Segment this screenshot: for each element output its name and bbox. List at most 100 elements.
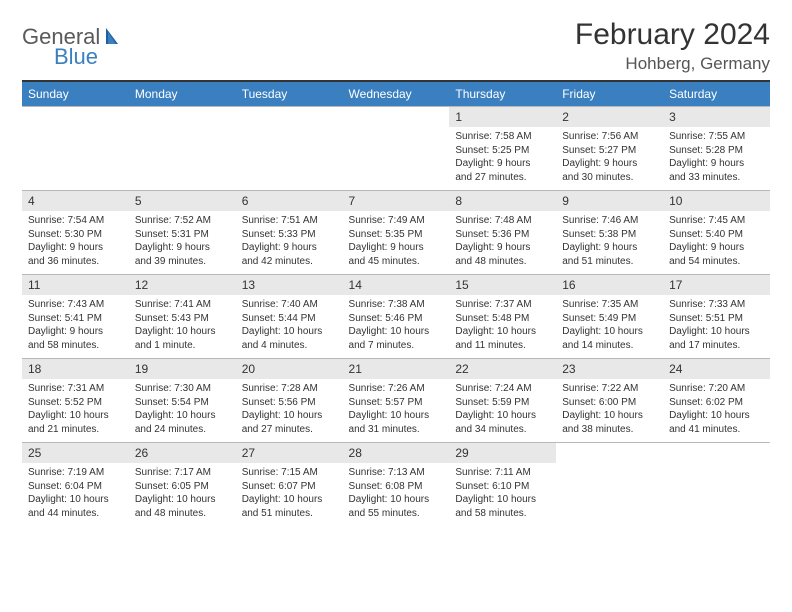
sunset-line: Sunset: 5:57 PM <box>349 396 444 410</box>
day-details: Sunrise: 7:15 AMSunset: 6:07 PMDaylight:… <box>236 463 343 526</box>
daylight-line1: Daylight: 9 hours <box>669 241 764 255</box>
sunset-line: Sunset: 5:59 PM <box>455 396 550 410</box>
daylight-line2: and 4 minutes. <box>242 339 337 353</box>
day-number: 17 <box>663 274 770 295</box>
sunset-line: Sunset: 5:54 PM <box>135 396 230 410</box>
daylight-line1: Daylight: 10 hours <box>349 493 444 507</box>
header: General Blue February 2024 Hohberg, Germ… <box>22 18 770 74</box>
calendar-day-cell: 7Sunrise: 7:49 AMSunset: 5:35 PMDaylight… <box>343 190 450 274</box>
daylight-line2: and 30 minutes. <box>562 171 657 185</box>
calendar-day-cell: 26Sunrise: 7:17 AMSunset: 6:05 PMDayligh… <box>129 442 236 526</box>
calendar-day-cell: 21Sunrise: 7:26 AMSunset: 5:57 PMDayligh… <box>343 358 450 442</box>
day-details: Sunrise: 7:22 AMSunset: 6:00 PMDaylight:… <box>556 379 663 442</box>
sunset-line: Sunset: 5:30 PM <box>28 228 123 242</box>
daylight-line2: and 27 minutes. <box>242 423 337 437</box>
daylight-line1: Daylight: 10 hours <box>669 409 764 423</box>
day-details: Sunrise: 7:33 AMSunset: 5:51 PMDaylight:… <box>663 295 770 358</box>
day-number: 1 <box>449 106 556 127</box>
sunrise-line: Sunrise: 7:40 AM <box>242 298 337 312</box>
calendar-day-cell: 27Sunrise: 7:15 AMSunset: 6:07 PMDayligh… <box>236 442 343 526</box>
daylight-line2: and 55 minutes. <box>349 507 444 521</box>
day-text-empty <box>236 125 343 175</box>
day-number: 9 <box>556 190 663 211</box>
day-details: Sunrise: 7:49 AMSunset: 5:35 PMDaylight:… <box>343 211 450 274</box>
calendar-header-row: Sunday Monday Tuesday Wednesday Thursday… <box>22 82 770 106</box>
daylight-line1: Daylight: 10 hours <box>242 325 337 339</box>
day-number: 20 <box>236 358 343 379</box>
day-number: 25 <box>22 442 129 463</box>
daylight-line1: Daylight: 10 hours <box>135 493 230 507</box>
daylight-line2: and 45 minutes. <box>349 255 444 269</box>
day-number: 12 <box>129 274 236 295</box>
title-block: February 2024 Hohberg, Germany <box>575 18 770 74</box>
col-monday: Monday <box>129 82 236 106</box>
daylight-line1: Daylight: 10 hours <box>135 409 230 423</box>
sunrise-line: Sunrise: 7:11 AM <box>455 466 550 480</box>
daylight-line2: and 21 minutes. <box>28 423 123 437</box>
daylight-line1: Daylight: 10 hours <box>455 493 550 507</box>
logo-word2: Blue <box>54 44 98 70</box>
daylight-line1: Daylight: 10 hours <box>135 325 230 339</box>
daylight-line2: and 51 minutes. <box>562 255 657 269</box>
day-number: 27 <box>236 442 343 463</box>
sunset-line: Sunset: 5:44 PM <box>242 312 337 326</box>
day-number: 11 <box>22 274 129 295</box>
daylight-line2: and 31 minutes. <box>349 423 444 437</box>
calendar-day-cell: 29Sunrise: 7:11 AMSunset: 6:10 PMDayligh… <box>449 442 556 526</box>
month-title: February 2024 <box>575 18 770 52</box>
calendar-day-cell: 20Sunrise: 7:28 AMSunset: 5:56 PMDayligh… <box>236 358 343 442</box>
sunrise-line: Sunrise: 7:15 AM <box>242 466 337 480</box>
daylight-line1: Daylight: 9 hours <box>455 157 550 171</box>
day-number: 22 <box>449 358 556 379</box>
day-number: 2 <box>556 106 663 127</box>
daylight-line2: and 11 minutes. <box>455 339 550 353</box>
daylight-line1: Daylight: 10 hours <box>242 493 337 507</box>
location-label: Hohberg, Germany <box>575 54 770 74</box>
calendar-day-cell: 19Sunrise: 7:30 AMSunset: 5:54 PMDayligh… <box>129 358 236 442</box>
daylight-line2: and 27 minutes. <box>455 171 550 185</box>
day-number-empty <box>236 106 343 125</box>
day-number: 7 <box>343 190 450 211</box>
day-number: 6 <box>236 190 343 211</box>
sunset-line: Sunset: 5:33 PM <box>242 228 337 242</box>
sunrise-line: Sunrise: 7:52 AM <box>135 214 230 228</box>
day-number: 16 <box>556 274 663 295</box>
calendar-week-row: 11Sunrise: 7:43 AMSunset: 5:41 PMDayligh… <box>22 274 770 358</box>
daylight-line2: and 38 minutes. <box>562 423 657 437</box>
day-details: Sunrise: 7:41 AMSunset: 5:43 PMDaylight:… <box>129 295 236 358</box>
calendar-day-cell: 10Sunrise: 7:45 AMSunset: 5:40 PMDayligh… <box>663 190 770 274</box>
daylight-line1: Daylight: 10 hours <box>455 409 550 423</box>
calendar-day-cell: 14Sunrise: 7:38 AMSunset: 5:46 PMDayligh… <box>343 274 450 358</box>
sunrise-line: Sunrise: 7:48 AM <box>455 214 550 228</box>
col-wednesday: Wednesday <box>343 82 450 106</box>
calendar-day-cell: 15Sunrise: 7:37 AMSunset: 5:48 PMDayligh… <box>449 274 556 358</box>
daylight-line1: Daylight: 9 hours <box>455 241 550 255</box>
day-number: 26 <box>129 442 236 463</box>
calendar-day-cell: 8Sunrise: 7:48 AMSunset: 5:36 PMDaylight… <box>449 190 556 274</box>
day-details: Sunrise: 7:17 AMSunset: 6:05 PMDaylight:… <box>129 463 236 526</box>
sunset-line: Sunset: 5:38 PM <box>562 228 657 242</box>
col-saturday: Saturday <box>663 82 770 106</box>
calendar-day-cell: 6Sunrise: 7:51 AMSunset: 5:33 PMDaylight… <box>236 190 343 274</box>
day-text-empty <box>663 461 770 511</box>
calendar-day-cell: 13Sunrise: 7:40 AMSunset: 5:44 PMDayligh… <box>236 274 343 358</box>
calendar-week-row: 4Sunrise: 7:54 AMSunset: 5:30 PMDaylight… <box>22 190 770 274</box>
sunset-line: Sunset: 5:36 PM <box>455 228 550 242</box>
daylight-line1: Daylight: 10 hours <box>562 325 657 339</box>
day-number: 15 <box>449 274 556 295</box>
calendar-week-row: 18Sunrise: 7:31 AMSunset: 5:52 PMDayligh… <box>22 358 770 442</box>
calendar-day-cell <box>236 106 343 190</box>
sunrise-line: Sunrise: 7:31 AM <box>28 382 123 396</box>
calendar-day-cell <box>129 106 236 190</box>
col-thursday: Thursday <box>449 82 556 106</box>
daylight-line2: and 48 minutes. <box>135 507 230 521</box>
sunrise-line: Sunrise: 7:19 AM <box>28 466 123 480</box>
sunrise-line: Sunrise: 7:33 AM <box>669 298 764 312</box>
day-details: Sunrise: 7:43 AMSunset: 5:41 PMDaylight:… <box>22 295 129 358</box>
calendar-day-cell: 16Sunrise: 7:35 AMSunset: 5:49 PMDayligh… <box>556 274 663 358</box>
sunset-line: Sunset: 6:00 PM <box>562 396 657 410</box>
day-details: Sunrise: 7:30 AMSunset: 5:54 PMDaylight:… <box>129 379 236 442</box>
day-details: Sunrise: 7:48 AMSunset: 5:36 PMDaylight:… <box>449 211 556 274</box>
daylight-line2: and 1 minute. <box>135 339 230 353</box>
sunrise-line: Sunrise: 7:20 AM <box>669 382 764 396</box>
